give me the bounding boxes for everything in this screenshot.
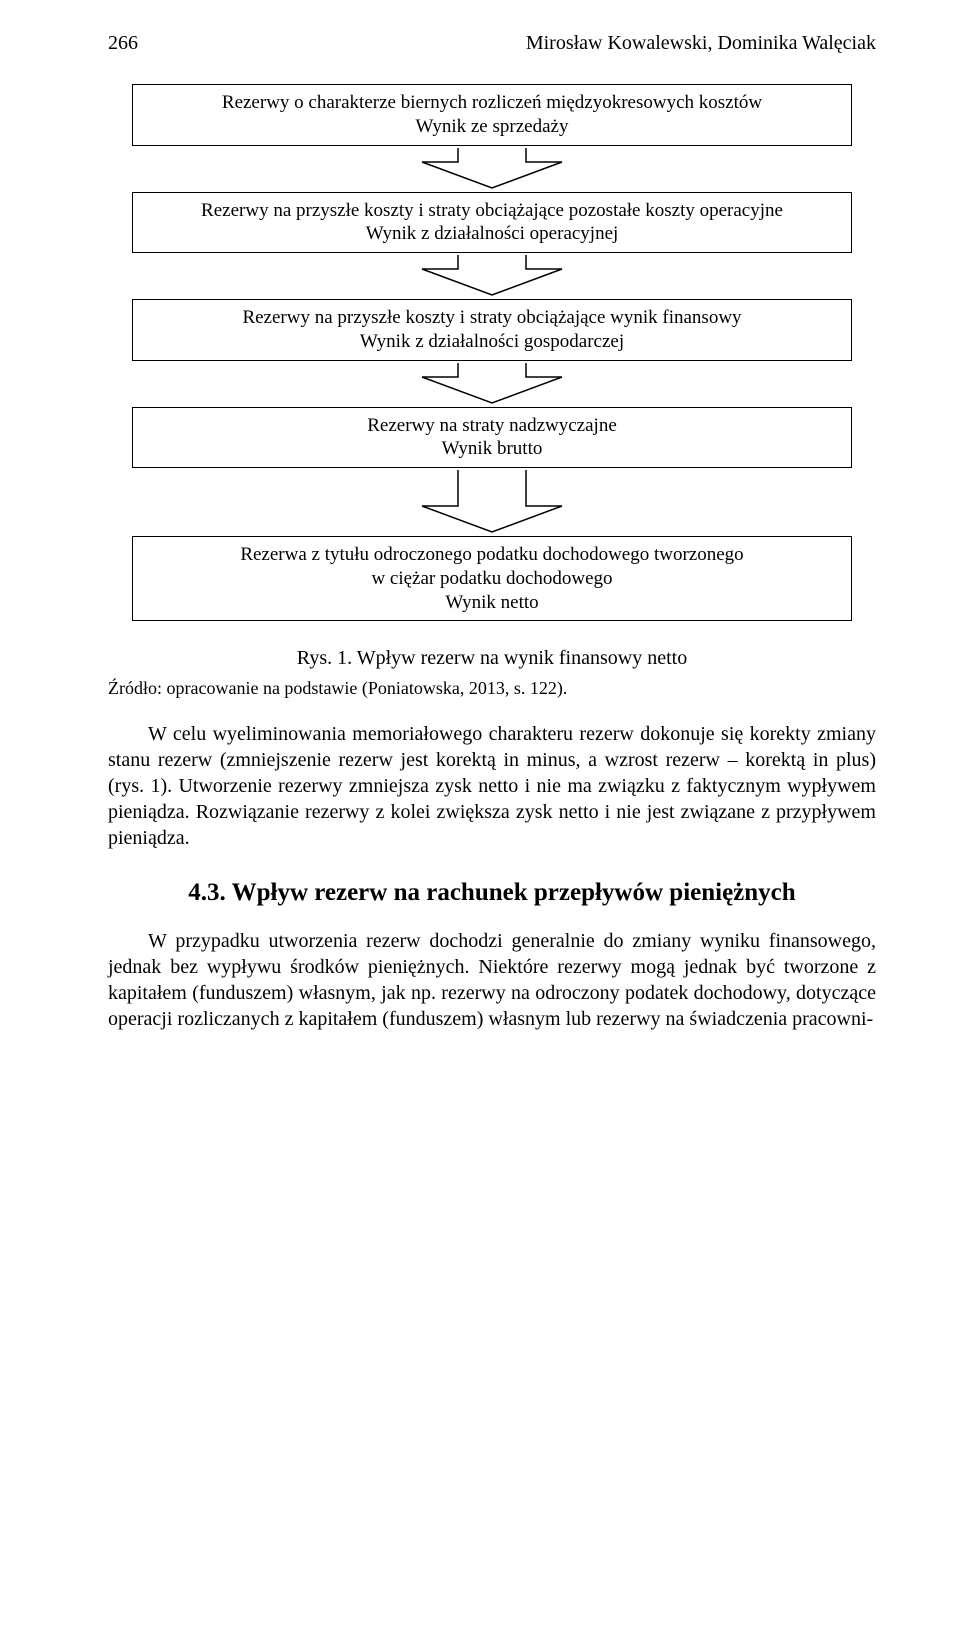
subheading: 4.3. Wpływ rezerw na rachunek przepływów… bbox=[108, 877, 876, 908]
paragraph-text: W przypadku utworzenia rezerw dochodzi g… bbox=[108, 928, 876, 1032]
figure-source: Źródło: opracowanie na podstawie (Poniat… bbox=[108, 677, 876, 700]
body-paragraph-1: W celu wyeliminowania memoriałowego char… bbox=[108, 721, 876, 851]
arrow-down-icon bbox=[417, 363, 567, 405]
paragraph-text: W celu wyeliminowania memoriałowego char… bbox=[108, 721, 876, 851]
flowchart-box-3: Rezerwy na przyszłe koszty i straty obci… bbox=[132, 299, 852, 361]
flowchart-box-4: Rezerwy na straty nadzwyczajneWynik brut… bbox=[132, 407, 852, 469]
flowchart-box-1: Rezerwy o charakterze biernych rozliczeń… bbox=[132, 84, 852, 146]
body-paragraph-2: W przypadku utworzenia rezerw dochodzi g… bbox=[108, 928, 876, 1032]
page-number: 266 bbox=[108, 30, 138, 56]
figure-caption: Rys. 1. Wpływ rezerw na wynik finansowy … bbox=[108, 645, 876, 671]
page-header: 266 Mirosław Kowalewski, Dominika Walęci… bbox=[108, 30, 876, 56]
arrow-down-icon bbox=[417, 470, 567, 534]
flowchart-box-2: Rezerwy na przyszłe koszty i straty obci… bbox=[132, 192, 852, 254]
flowchart: Rezerwy o charakterze biernych rozliczeń… bbox=[108, 84, 876, 621]
flowchart-box-5: Rezerwa z tytułu odroczonego podatku doc… bbox=[132, 536, 852, 621]
authors: Mirosław Kowalewski, Dominika Walęciak bbox=[526, 30, 876, 56]
arrow-down-icon bbox=[417, 255, 567, 297]
arrow-down-icon bbox=[417, 148, 567, 190]
